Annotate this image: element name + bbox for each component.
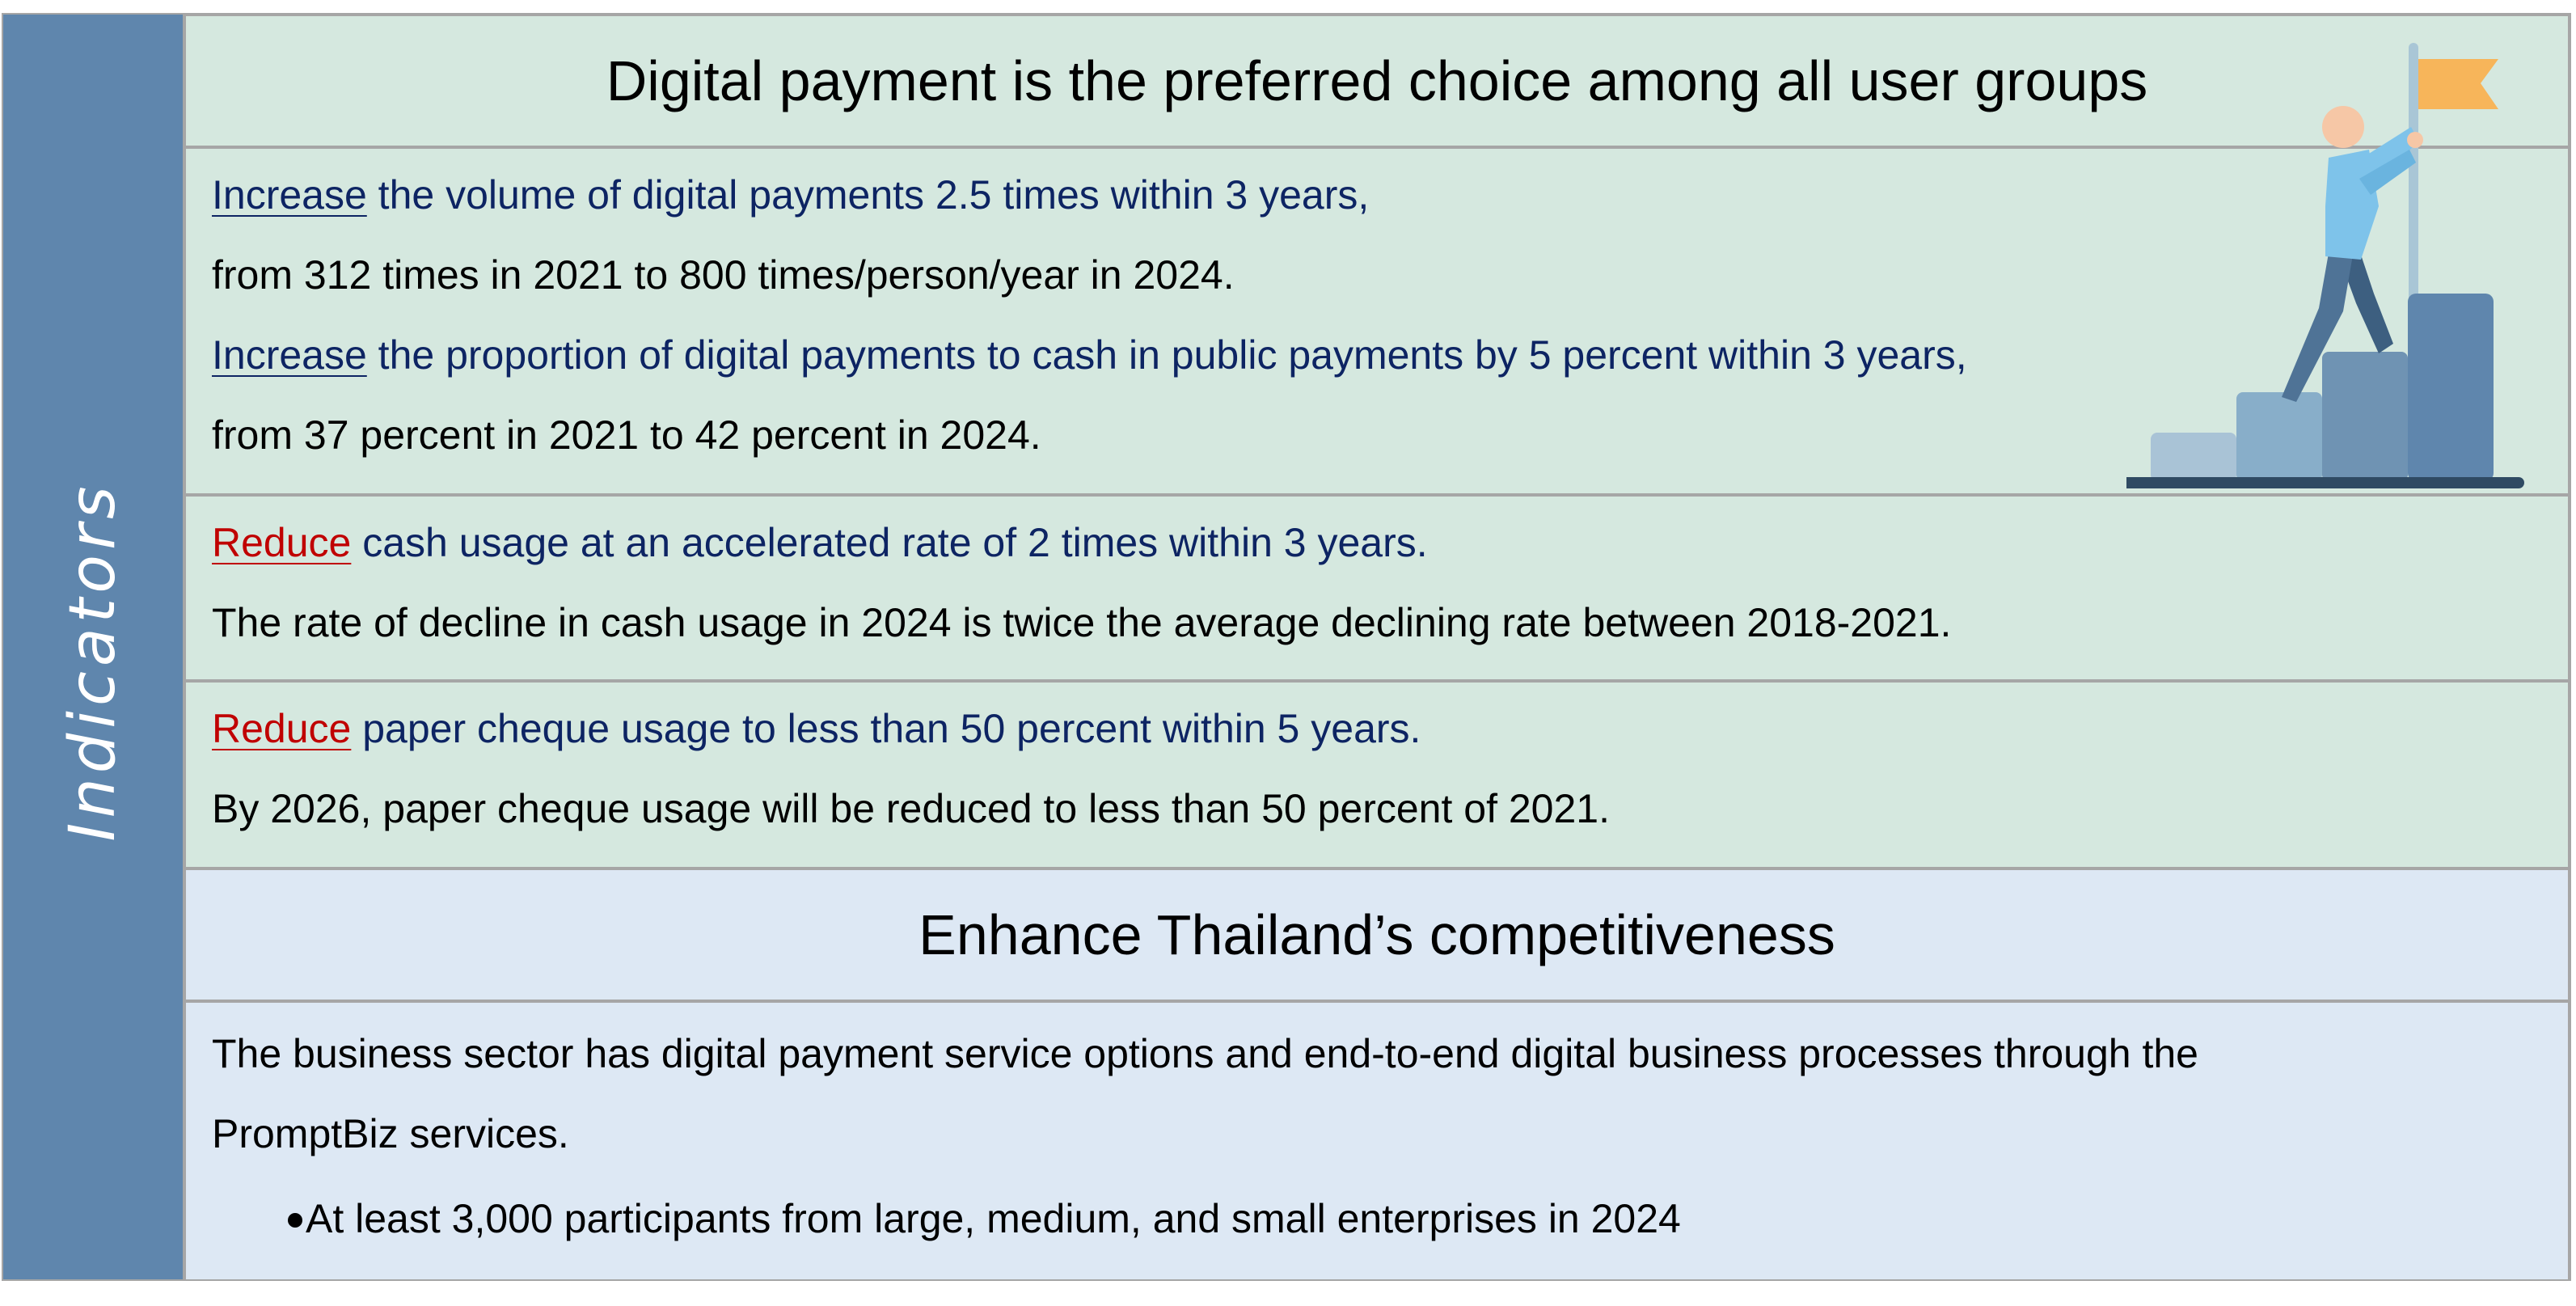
- bullet-item: At least 3,000 participants from large, …: [212, 1195, 2476, 1260]
- keyword-reduce: Reduce: [212, 706, 352, 751]
- person-climbing-steps-with-flag-icon: [2126, 43, 2524, 488]
- section1-title: Digital payment is the preferred choice …: [606, 49, 2148, 112]
- sidebar: Indicators: [3, 15, 183, 1279]
- indicator-text: the proportion of digital payments to ca…: [366, 332, 1967, 378]
- indicator-line: Increase the volume of digital payments …: [212, 171, 1369, 218]
- indicator-detail: from 37 percent in 2021 to 42 percent in…: [212, 412, 1041, 458]
- sidebar-divider: [183, 13, 186, 1281]
- indicator-block-digital-volume: Increase the volume of digital payments …: [186, 149, 2568, 493]
- keyword-increase: Increase: [212, 332, 367, 378]
- indicator-detail: By 2026, paper cheque usage will be redu…: [212, 786, 1610, 831]
- section1-title-row: Digital payment is the preferred choice …: [186, 16, 2568, 146]
- indicator-text: cash usage at an accelerated rate of 2 t…: [351, 520, 1428, 565]
- divider: [186, 679, 2568, 683]
- keyword-increase: Increase: [212, 172, 367, 218]
- bullet-dot-icon: [288, 1213, 302, 1228]
- section2-text-line: The business sector has digital payment …: [212, 1031, 2198, 1076]
- divider: [186, 1000, 2568, 1003]
- keyword-reduce: Reduce: [212, 520, 352, 565]
- indicator-detail: The rate of decline in cash usage in 202…: [212, 600, 1952, 645]
- indicator-block-cheque-usage: Reduce paper cheque usage to less than 5…: [186, 683, 2568, 867]
- indicator-block-cash-usage: Reduce cash usage at an accelerated rate…: [186, 497, 2568, 679]
- indicator-text: paper cheque usage to less than 50 perce…: [351, 706, 1421, 751]
- indicator-line: Reduce cash usage at an accelerated rate…: [212, 519, 1428, 566]
- bullet-text: At least 3,000 participants from large, …: [306, 1196, 1681, 1241]
- section2-body: The business sector has digital payment …: [186, 1003, 2568, 1279]
- indicator-line: Increase the proportion of digital payme…: [212, 332, 1967, 378]
- indicator-text: the volume of digital payments 2.5 times…: [366, 172, 1370, 218]
- divider: [186, 493, 2568, 497]
- section2-title-row: Enhance Thailand’s competitiveness: [186, 870, 2568, 1000]
- divider: [186, 146, 2568, 149]
- sidebar-label: Indicators: [57, 481, 129, 842]
- indicator-detail: from 312 times in 2021 to 800 times/pers…: [212, 252, 1235, 298]
- section2-text-line: PromptBiz services.: [212, 1111, 569, 1156]
- divider: [186, 867, 2568, 870]
- indicator-line: Reduce paper cheque usage to less than 5…: [212, 705, 1421, 752]
- section2-title: Enhance Thailand’s competitiveness: [918, 903, 1835, 966]
